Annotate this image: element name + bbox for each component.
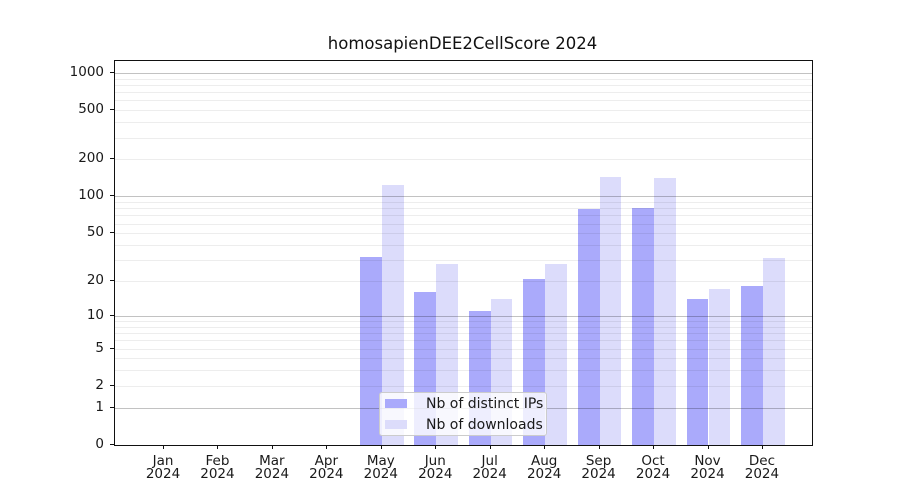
bar-ips-may: [360, 256, 382, 445]
y-tick-label-500: 500: [78, 101, 104, 118]
minor-gridline-800: [115, 84, 812, 86]
bar-downloads-sep: [599, 176, 622, 445]
y-tick-label-200: 200: [78, 150, 104, 167]
x-tick-label-aug: Aug 2024: [526, 453, 562, 482]
major-gridline-10: [115, 315, 812, 317]
x-tick-label-nov: Nov 2024: [690, 453, 725, 482]
x-tick-label-oct: Oct 2024: [635, 453, 671, 482]
x-tick-mark-feb: [217, 445, 219, 449]
minor-gridline-6: [115, 340, 812, 342]
minor-gridline-600: [115, 100, 812, 102]
minor-gridline-80: [115, 208, 812, 210]
y-tick-mark-200: [110, 158, 114, 160]
y-tick-label-50: 50: [86, 224, 104, 241]
minor-gridline-30: [115, 260, 812, 262]
x-tick-label-jun: Jun 2024: [418, 453, 453, 482]
y-tick-mark-2: [110, 384, 114, 386]
bar-downloads-nov: [708, 289, 731, 445]
y-tick-mark-10: [110, 314, 114, 316]
major-gridline-1000: [115, 72, 812, 74]
minor-gridline-500: [115, 110, 812, 112]
x-tick-mark-oct: [653, 445, 655, 449]
bar-ips-dec: [741, 286, 763, 445]
minor-gridline-50: [115, 233, 812, 235]
y-tick-mark-50: [110, 232, 114, 234]
x-tick-mark-jun: [435, 445, 437, 449]
x-tick-mark-may: [380, 445, 382, 449]
bar-ips-nov: [686, 299, 709, 445]
y-tick-label-1: 1: [95, 398, 104, 415]
x-tick-mark-apr: [326, 445, 328, 449]
x-tick-mark-aug: [544, 445, 546, 449]
legend: Nb of distinct IPs Nb of downloads: [379, 392, 547, 436]
minor-gridline-7: [115, 333, 812, 335]
bar-downloads-dec: [762, 258, 785, 445]
minor-gridline-200: [115, 159, 812, 161]
y-tick-label-1000: 1000: [69, 63, 104, 80]
y-tick-label-100: 100: [78, 187, 104, 204]
minor-gridline-70: [115, 215, 812, 217]
x-tick-mark-mar: [271, 445, 273, 449]
minor-gridline-5: [115, 348, 812, 350]
x-tick-label-mar: Mar 2024: [254, 453, 290, 482]
y-tick-mark-1: [110, 406, 114, 408]
legend-row-distinct-ips: Nb of distinct IPs: [380, 394, 546, 413]
plot-area: [114, 60, 813, 446]
x-tick-mark-sep: [598, 445, 600, 449]
minor-gridline-900: [115, 78, 812, 80]
minor-gridline-700: [115, 92, 812, 94]
y-tick-mark-5: [110, 347, 114, 349]
legend-label-downloads: Nb of downloads: [426, 416, 543, 433]
minor-gridline-8: [115, 326, 812, 328]
bar-downloads-aug: [545, 263, 567, 445]
y-tick-label-5: 5: [95, 339, 104, 356]
major-gridline-100: [115, 196, 812, 198]
x-tick-mark-jan: [163, 445, 164, 449]
x-tick-label-feb: Feb 2024: [200, 453, 235, 482]
chart-title: homosapienDEE2CellScore 2024: [327, 34, 598, 53]
bar-ips-sep: [577, 209, 600, 445]
distinct-ips-swatch-icon: [385, 399, 407, 408]
y-tick-label-2: 2: [95, 376, 104, 393]
x-tick-label-may: May 2024: [363, 453, 398, 482]
x-tick-label-jan: Jan 2024: [145, 453, 181, 482]
minor-gridline-4: [115, 358, 812, 360]
minor-gridline-300: [115, 137, 812, 139]
y-tick-mark-500: [110, 109, 114, 111]
minor-gridline-90: [115, 202, 812, 204]
y-tick-label-20: 20: [86, 272, 104, 289]
y-tick-mark-20: [110, 280, 114, 282]
y-tick-mark-100: [110, 195, 114, 197]
minor-gridline-60: [115, 223, 812, 225]
y-tick-label-10: 10: [86, 306, 104, 323]
minor-gridline-3: [115, 370, 812, 372]
x-tick-mark-nov: [707, 445, 709, 449]
y-tick-mark-1000: [110, 71, 114, 73]
minor-gridline-40: [115, 245, 812, 246]
bar-downloads-oct: [654, 177, 676, 445]
x-tick-label-jul: Jul 2024: [472, 453, 507, 482]
downloads-swatch-icon: [385, 420, 407, 429]
x-tick-label-dec: Dec 2024: [744, 453, 780, 482]
grid-layer: [115, 61, 812, 445]
minor-gridline-20: [115, 281, 812, 283]
x-tick-mark-dec: [761, 445, 763, 449]
x-tick-label-apr: Apr 2024: [309, 453, 344, 482]
y-tick-label-0: 0: [95, 436, 104, 452]
minor-gridline-9: [115, 321, 812, 322]
legend-row-downloads: Nb of downloads: [380, 415, 546, 434]
y-tick-mark-0: [110, 444, 114, 445]
minor-gridline-2: [115, 385, 812, 387]
x-tick-label-sep: Sep 2024: [581, 453, 616, 482]
bar-ips-oct: [632, 208, 655, 445]
minor-gridline-400: [115, 122, 812, 124]
bar-downloads-may: [381, 184, 404, 445]
x-tick-mark-jul: [489, 445, 491, 449]
legend-label-distinct-ips: Nb of distinct IPs: [426, 395, 544, 412]
